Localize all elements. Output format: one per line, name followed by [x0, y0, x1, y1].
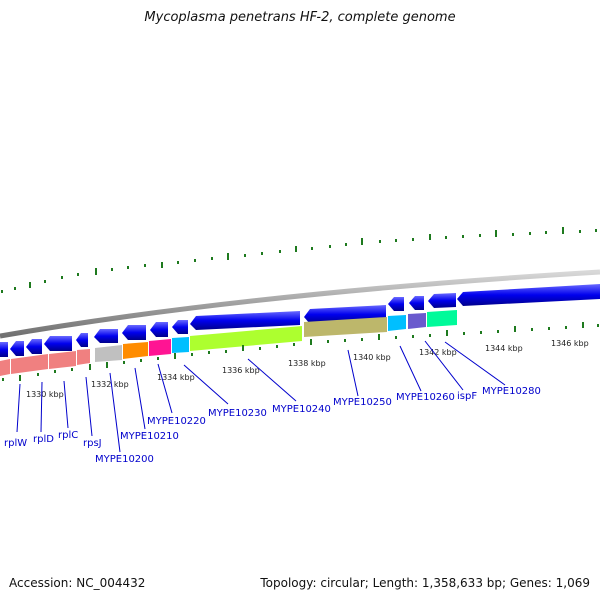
gene-arrow	[26, 339, 42, 354]
scale-label: 1338 kbp	[288, 359, 326, 368]
gene-MYPE10200	[95, 345, 122, 362]
scale-labels: 1330 kbp 1332 kbp 1334 kbp 1336 kbp 1338…	[26, 339, 589, 399]
accession-text: Accession: NC_004432	[9, 576, 146, 590]
scale-label: 1346 kbp	[551, 339, 589, 348]
gene-label: rplC	[58, 430, 78, 441]
reverse-strand-genes	[0, 284, 600, 357]
scale-label: 1336 kbp	[222, 366, 260, 375]
label-leaders	[16, 340, 506, 453]
gene-label: MYPE10220	[147, 416, 206, 427]
gene-label: rplW	[4, 438, 27, 449]
gene-label: MYPE10260	[396, 392, 455, 403]
gene-label: MYPE10250	[333, 397, 392, 408]
gene-rplD	[11, 354, 48, 374]
gene-arrow	[10, 341, 24, 356]
scale-label: 1344 kbp	[485, 344, 523, 353]
gene-arrow	[150, 322, 168, 337]
gene-label: rplD	[33, 434, 54, 445]
gene-MYPE10280	[427, 310, 457, 327]
outer-tick-track	[1, 227, 597, 293]
gene-rplW	[0, 359, 10, 376]
gene-MYPE10210	[123, 342, 148, 359]
inner-tick-track	[2, 322, 599, 381]
gene-arrow	[190, 311, 300, 330]
gene-label: rpsJ	[83, 438, 102, 449]
scale-label: 1334 kbp	[157, 373, 195, 382]
scale-label: 1332 kbp	[91, 380, 129, 389]
gene-ispF	[408, 313, 426, 329]
scale-label: 1330 kbp	[26, 390, 64, 399]
map-title: Mycoplasma penetrans HF-2, complete geno…	[144, 10, 456, 25]
gene-arrow	[122, 325, 146, 340]
genome-backbone	[0, 269, 600, 339]
gene-arrow	[0, 342, 8, 357]
gene-MYPE10220	[149, 339, 171, 356]
topology-text: Topology: circular; Length: 1,358,633 bp…	[260, 576, 590, 590]
gene-rpsJ	[77, 349, 90, 365]
gene-MYPE10240	[190, 326, 302, 351]
gene-arrow	[388, 297, 404, 311]
gene-label: MYPE10230	[208, 408, 267, 419]
gene-label: ispF	[457, 391, 477, 402]
gene-arrow	[428, 293, 456, 308]
gene-label: MYPE10280	[482, 386, 541, 397]
gene-label: MYPE10240	[272, 404, 331, 415]
gene-MYPE10230	[172, 337, 189, 353]
gene-arrow	[457, 284, 600, 306]
scale-label: 1340 kbp	[353, 353, 391, 362]
gene-labels: rplW rplD rplC rpsJ MYPE10200 MYPE10210 …	[4, 386, 541, 465]
gene-label: MYPE10200	[95, 454, 154, 465]
gene-arrow	[409, 296, 424, 310]
gene-MYPE10260	[388, 315, 406, 331]
gene-arrow	[172, 320, 188, 334]
gene-rplC	[49, 351, 76, 369]
gene-arrow	[44, 336, 72, 351]
gene-arrow	[76, 333, 88, 347]
gene-arrow	[94, 329, 118, 343]
gene-MYPE10250	[304, 317, 387, 337]
scale-label: 1342 kbp	[419, 348, 457, 357]
gene-label: MYPE10210	[120, 431, 179, 442]
forward-strand-genes	[0, 310, 457, 376]
